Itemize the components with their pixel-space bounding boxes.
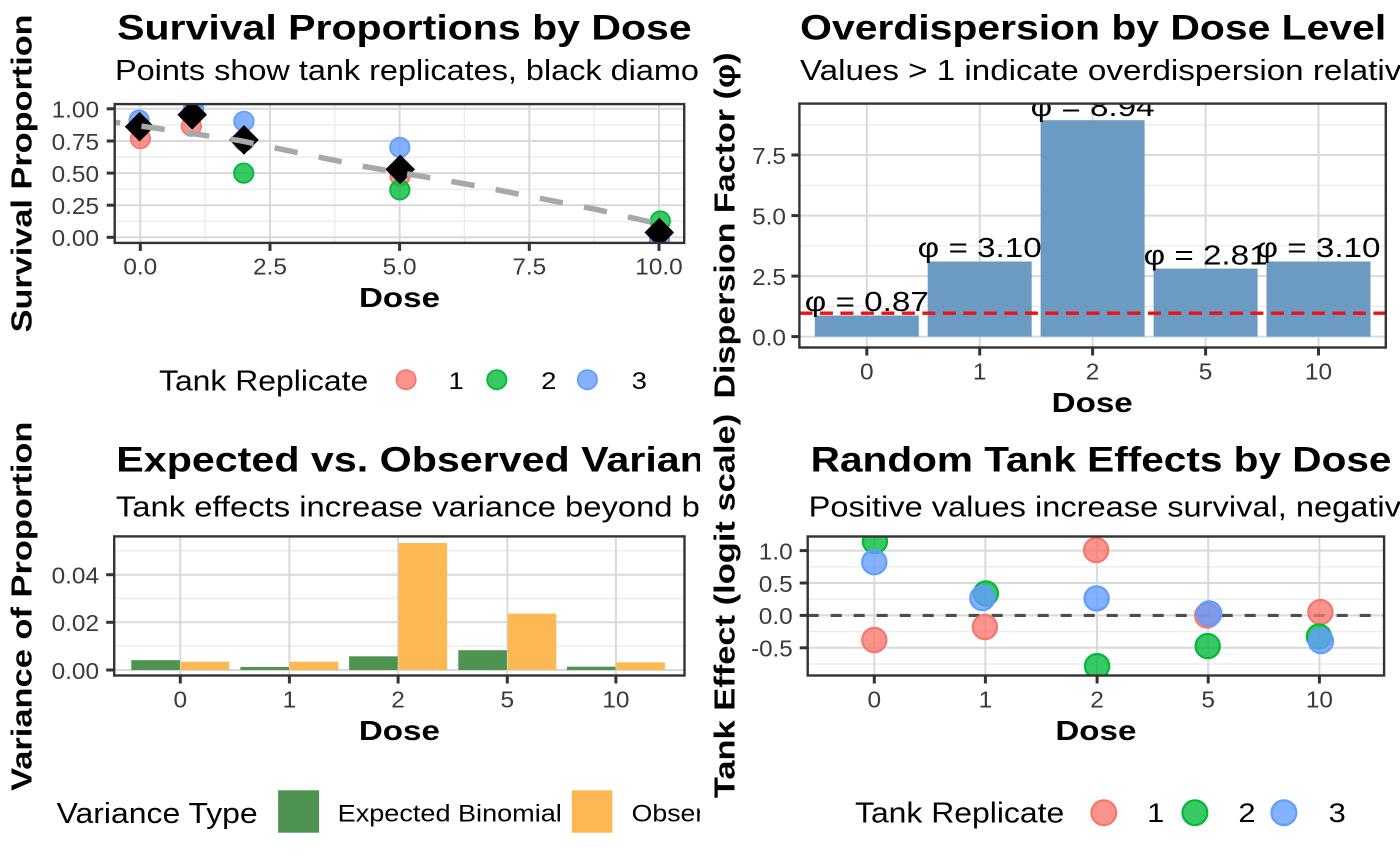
svg-text:0.5: 0.5 (759, 571, 793, 597)
svg-text:1.0: 1.0 (759, 538, 793, 564)
svg-text:0.50: 0.50 (52, 161, 99, 187)
svg-text:Tank Replicate: Tank Replicate (159, 366, 368, 398)
svg-text:φ = 8.94: φ = 8.94 (1031, 91, 1155, 122)
svg-text:0.04: 0.04 (52, 563, 99, 589)
svg-text:2: 2 (541, 368, 556, 395)
svg-text:Random Tank Effects by Dose: Random Tank Effects by Dose (811, 441, 1392, 480)
svg-text:Dose: Dose (359, 282, 440, 313)
svg-text:Variance Type: Variance Type (57, 798, 258, 830)
svg-text:5: 5 (501, 686, 515, 712)
svg-text:1: 1 (283, 686, 297, 712)
svg-text:1: 1 (973, 358, 987, 384)
svg-text:7.5: 7.5 (752, 143, 786, 169)
svg-text:Dose: Dose (1055, 715, 1136, 746)
svg-text:2: 2 (1090, 686, 1104, 712)
svg-text:2: 2 (1086, 358, 1100, 384)
svg-text:Survival Proportion: Survival Proportion (7, 14, 39, 332)
svg-text:1: 1 (1147, 798, 1164, 828)
svg-text:7.5: 7.5 (512, 253, 546, 279)
svg-text:φ = 2.81: φ = 2.81 (1144, 239, 1268, 270)
svg-text:5: 5 (1201, 686, 1215, 712)
svg-text:0.25: 0.25 (52, 193, 99, 219)
svg-text:3: 3 (1329, 798, 1346, 828)
svg-text:Survival Proportions by Dose: Survival Proportions by Dose (117, 8, 692, 47)
svg-text:10.0: 10.0 (635, 253, 682, 279)
svg-text:0.00: 0.00 (52, 658, 99, 684)
svg-text:Points show tank replicates, b: Points show tank replicates, black diamo… (115, 55, 1099, 87)
svg-text:Values > 1 indicate overdisper: Values > 1 indicate overdispersion relat… (800, 55, 1400, 87)
svg-text:0: 0 (860, 358, 874, 384)
svg-text:Variance of Proportion: Variance of Proportion (7, 422, 39, 791)
svg-text:-0.5: -0.5 (751, 636, 793, 662)
svg-text:Tank Effect (logit scale): Tank Effect (logit scale) (710, 414, 742, 798)
svg-text:0.0: 0.0 (759, 603, 793, 629)
svg-text:2: 2 (391, 686, 405, 712)
svg-text:5: 5 (1199, 358, 1213, 384)
svg-text:Positive values increase survi: Positive values increase survival, negat… (809, 491, 1400, 523)
svg-text:φ = 3.10: φ = 3.10 (918, 232, 1042, 263)
svg-text:1.00: 1.00 (52, 97, 99, 123)
svg-text:0.00: 0.00 (52, 225, 99, 251)
svg-text:5.0: 5.0 (752, 203, 786, 229)
svg-text:Overdispersion by Dose Level: Overdispersion by Dose Level (800, 8, 1386, 47)
svg-text:0: 0 (174, 686, 188, 712)
svg-text:φ = 0.87: φ = 0.87 (805, 286, 929, 317)
svg-text:0.02: 0.02 (52, 610, 99, 636)
svg-text:Tank effects increase variance: Tank effects increase variance beyond bi… (116, 491, 980, 523)
svg-text:Dispersion Factor (φ): Dispersion Factor (φ) (710, 52, 742, 398)
svg-text:10: 10 (602, 686, 629, 712)
svg-text:2.5: 2.5 (253, 253, 287, 279)
svg-text:1: 1 (979, 686, 993, 712)
svg-text:Dose: Dose (1052, 387, 1133, 418)
svg-text:3: 3 (632, 368, 647, 395)
svg-text:Observed: Observed (632, 801, 748, 828)
svg-text:10: 10 (1305, 358, 1332, 384)
svg-text:φ = 3.10: φ = 3.10 (1257, 232, 1381, 263)
svg-text:10: 10 (1306, 686, 1333, 712)
svg-text:Expected Binomial: Expected Binomial (338, 801, 562, 828)
svg-text:Tank Replicate: Tank Replicate (855, 797, 1064, 829)
svg-text:5.0: 5.0 (383, 253, 417, 279)
svg-text:2.5: 2.5 (752, 264, 786, 290)
svg-text:Dose: Dose (359, 715, 440, 746)
svg-text:0: 0 (868, 686, 882, 712)
svg-text:0.0: 0.0 (123, 253, 157, 279)
svg-text:0.0: 0.0 (752, 324, 786, 350)
svg-text:Expected vs. Observed Variance: Expected vs. Observed Variance (116, 441, 750, 480)
svg-text:0.75: 0.75 (52, 129, 99, 155)
svg-text:2: 2 (1238, 798, 1255, 828)
svg-text:1: 1 (449, 368, 464, 395)
